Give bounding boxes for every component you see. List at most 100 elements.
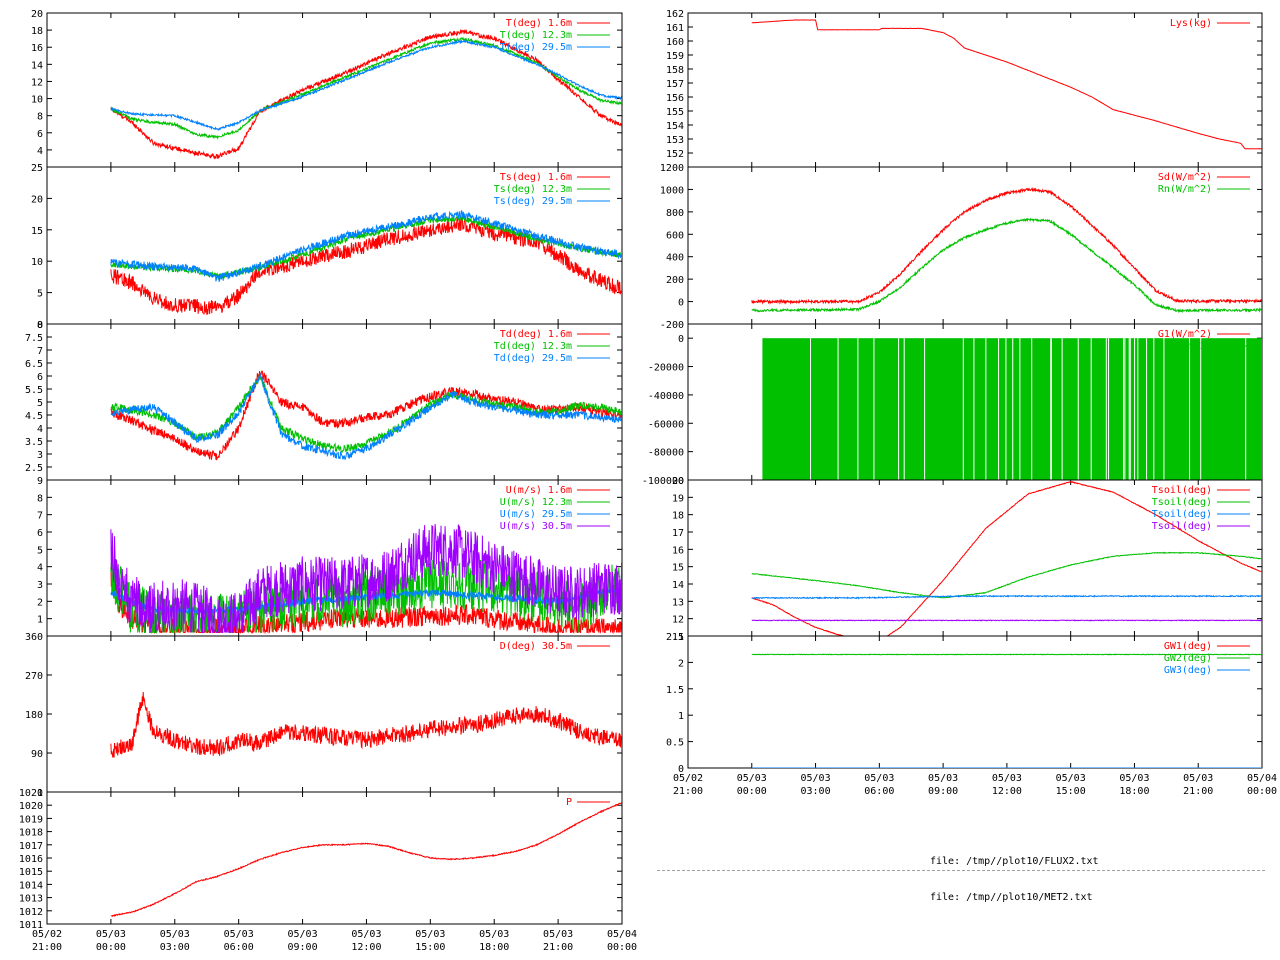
x-tick-label-time: 18:00 [479,942,509,953]
series-line [110,801,622,918]
y-tick-label: -40000 [648,391,684,402]
y-tick-label: 14 [31,60,43,71]
x-tick-label-date: 05/03 [543,929,573,940]
x-tick-label-time: 15:00 [1056,786,1086,797]
y-tick-label: 0.5 [666,738,684,749]
x-tick-label-time: 21:00 [543,942,573,953]
y-tick-label: 0 [678,334,684,345]
y-tick-label: -100000 [642,476,684,487]
y-tick-label: 11 [672,632,684,643]
legend-label: U(m/s) 12.3m [500,497,572,508]
series-line [110,523,622,634]
plot-area [110,28,622,160]
y-tick-label: 1000 [660,185,684,196]
legend-label: D(deg) 30.5m [500,641,572,652]
y-tick-label: 4 [37,563,43,574]
y-tick-label: 5.5 [25,385,43,396]
x-tick-label-date: 05/03 [992,773,1022,784]
legend-label: U(m/s) 29.5m [500,509,572,520]
y-tick-label: 1019 [19,814,43,825]
x-tick-label-time: 00:00 [607,942,637,953]
legend-label: Ts(deg) 1.6m [500,172,572,183]
x-tick-label-date: 05/03 [160,929,190,940]
legend-label: Tsoil(deg) [1152,521,1212,532]
y-tick-label: 7.5 [25,333,43,344]
y-tick-label: 158 [666,65,684,76]
y-tick-label: 152 [666,149,684,160]
chart-wind-dir: 0 90 180 270 360 D(deg) 30.5m [25,632,623,799]
plot-area [110,691,622,758]
series-line [110,210,622,283]
x-tick-label-date: 05/03 [479,929,509,940]
legend-label: P [566,797,572,808]
legend-label: G2(W/m^2) [1158,341,1212,352]
y-tick-label: 8 [37,320,43,331]
y-tick-label: 16 [31,43,43,54]
series-bar-fill [762,338,1262,480]
legend-label: U(m/s) 30.5m [500,521,572,532]
series-line [110,558,622,635]
y-tick-label: 3.5 [25,437,43,448]
x-tick-label-date: 05/03 [1119,773,1149,784]
x-tick-label-time: 15:00 [415,942,445,953]
y-tick-label: 159 [666,51,684,62]
y-tick-label: 6 [37,129,43,140]
y-tick-label: -60000 [648,419,684,430]
file-label-met: file: /tmp//plot10/MET2.txt [930,892,1093,903]
plot-frame [46,791,623,925]
y-tick-label: 3 [37,580,43,591]
y-tick-label: 157 [666,79,684,90]
y-tick-label: 1021 [19,788,43,799]
legend-label: Td(deg) 29.5m [494,353,572,364]
chart-groundwater: 0 0.5 1 1.5 2 2.5 GW1(deg)GW2(deg)GW3(deg) 05/0… [666,632,1277,797]
chart-radiation: -200 0 200 400 600 800 1000 1200 Sd(W/m^2)Rn(W/m… [660,163,1263,331]
y-tick-label: 153 [666,135,684,146]
y-tick-label: 0 [678,298,684,309]
x-tick-label-time: 09:00 [928,786,958,797]
y-tick-label: 1020 [19,801,43,812]
plot-area [110,370,622,461]
series-line [110,36,622,140]
y-tick-label: 90 [31,749,43,760]
y-tick-label: 5 [37,289,43,300]
y-tick-label: 155 [666,107,684,118]
x-tick-label-date: 05/03 [1056,773,1086,784]
chart-pressure: 1011 1012 1013 1014 1015 1016 1017 1018 1019 1020… [19,788,637,953]
series-line [110,28,622,160]
x-tick-label-date: 05/03 [737,773,767,784]
series-line [751,186,1262,305]
legend-label: Ts(deg) 12.3m [494,184,572,195]
x-tick-label-time: 12:00 [351,942,381,953]
chart-soil-heat: -100000 -80000 -60000 -40000 -20000 0 G1(W/m^2… [642,323,1263,487]
y-tick-label: -20000 [648,363,684,374]
y-tick-label: 15 [672,563,684,574]
y-tick-label: 1017 [19,841,43,852]
x-tick-label-date: 05/03 [928,773,958,784]
x-tick-label-time: 03:00 [801,786,831,797]
y-tick-label: 1012 [19,907,43,918]
y-tick-label: 8 [37,493,43,504]
series-line [751,551,1262,599]
legend-label: GW3(deg) [1164,665,1212,676]
y-tick-label: 9 [37,476,43,487]
legend-label: U(m/s) 1.6m [506,485,572,496]
legend-label: Rn(W/m^2) [1158,184,1212,195]
series-line [751,19,1262,150]
x-tick-label-time: 21:00 [1183,786,1213,797]
series-line [110,691,622,758]
x-tick-label-time: 06:00 [864,786,894,797]
legend-label: Td(deg) 1.6m [500,329,572,340]
x-tick-label-time: 21:00 [673,786,703,797]
y-tick-label: 1.5 [666,685,684,696]
y-tick-label: 4 [37,424,43,435]
y-tick-label: 270 [25,671,43,682]
plot-frame [687,12,1263,168]
legend-label: T(deg) 29.5m [500,42,572,53]
y-tick-label: 15 [31,226,43,237]
chart-soil-temp: 11121314151617181920Tsoil(deg)Tsoil(deg)… [672,476,1263,643]
legend-label: T(deg) 1.6m [506,18,572,29]
y-tick-label: 18 [31,26,43,37]
y-tick-label: 162 [666,9,684,20]
legend-label: Tsoil(deg) [1152,485,1212,496]
